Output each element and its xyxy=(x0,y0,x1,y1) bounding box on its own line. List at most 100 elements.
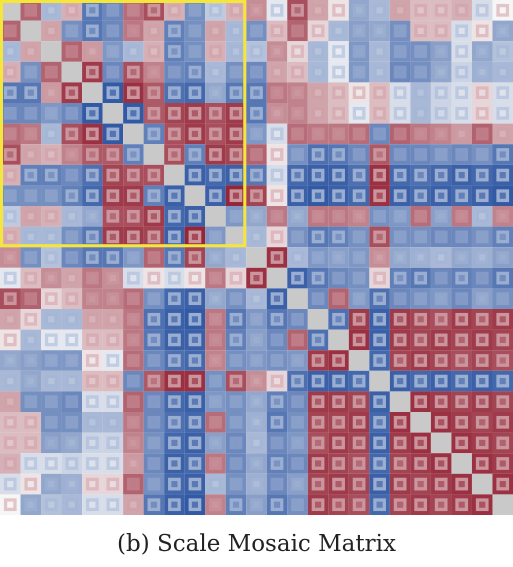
matrix-cell-core-10-14 xyxy=(294,213,301,220)
matrix-cell-core-8-20 xyxy=(417,172,424,179)
matrix-cell-core-6-23 xyxy=(479,130,486,137)
matrix-cell-core-20-1 xyxy=(27,419,34,426)
matrix-cell-core-10-16 xyxy=(335,213,342,220)
matrix-cell-core-20-8 xyxy=(171,419,178,426)
matrix-cell-core-16-11 xyxy=(232,336,240,343)
matrix-cell-core-8-6 xyxy=(130,172,137,179)
matrix-cell-core-7-13 xyxy=(273,151,281,158)
matrix-cell-core-10-12 xyxy=(253,213,260,220)
matrix-cell-core-2-23 xyxy=(479,48,486,55)
matrix-cell-core-4-19 xyxy=(397,89,404,96)
matrix-cell-core-22-19 xyxy=(397,460,404,467)
matrix-cell-core-15-22 xyxy=(458,316,465,323)
matrix-cell-core-10-8 xyxy=(171,213,178,220)
matrix-cell-core-18-11 xyxy=(232,378,240,385)
matrix-cell-core-13-18 xyxy=(376,275,383,282)
matrix-cell-core-2-0 xyxy=(7,48,14,55)
matrix-cell-core-6-3 xyxy=(68,130,75,137)
matrix-cell-core-19-3 xyxy=(68,398,75,405)
matrix-cell-core-1-6 xyxy=(130,27,137,34)
matrix-cell-core-24-22 xyxy=(458,501,465,508)
matrix-cell-core-13-23 xyxy=(479,275,486,282)
matrix-cell-core-8-4 xyxy=(89,172,96,179)
matrix-cell-core-13-20 xyxy=(417,275,424,282)
matrix-cell-core-23-21 xyxy=(438,481,445,488)
matrix-cell-core-3-18 xyxy=(376,69,383,76)
matrix-cell-core-21-2 xyxy=(48,439,55,446)
matrix-cell-core-4-7 xyxy=(150,89,157,96)
matrix-cell-core-1-21 xyxy=(438,27,445,34)
matrix-cell-core-11-3 xyxy=(68,233,75,240)
matrix-cell-core-24-14 xyxy=(294,501,301,508)
matrix-cell-core-18-0 xyxy=(7,378,14,385)
matrix-cell-core-17-13 xyxy=(273,357,281,364)
matrix-cell-core-14-22 xyxy=(458,295,465,302)
matrix-cell-core-14-3 xyxy=(68,295,75,302)
matrix-cell-core-4-21 xyxy=(438,89,445,96)
matrix-cell-core-18-9 xyxy=(191,378,199,385)
matrix-cell-core-24-18 xyxy=(376,501,383,508)
matrix-cell-core-4-17 xyxy=(356,89,363,96)
matrix-cell-core-0-15 xyxy=(314,7,322,14)
matrix-cell-core-6-10 xyxy=(212,130,219,137)
matrix-cell-core-21-8 xyxy=(171,439,178,446)
matrix-cell-core-0-3 xyxy=(68,7,75,14)
matrix-cell-core-3-17 xyxy=(356,69,363,76)
matrix-cell-core-11-12 xyxy=(253,233,260,240)
matrix-cell-core-4-13 xyxy=(273,89,281,96)
matrix-cell-core-0-17 xyxy=(356,7,363,14)
matrix-cell-core-2-15 xyxy=(314,48,322,55)
matrix-cell-core-2-3 xyxy=(68,48,75,55)
matrix-cell-core-4-1 xyxy=(27,89,34,96)
matrix-cell-core-15-6 xyxy=(130,316,137,323)
matrix-cell-core-1-9 xyxy=(191,27,199,34)
matrix-cell-core-16-8 xyxy=(171,336,178,343)
matrix-cell-core-16-7 xyxy=(150,336,157,343)
matrix-cell-core-18-15 xyxy=(314,378,322,385)
matrix-cell-core-11-21 xyxy=(438,233,445,240)
matrix-cell-core-18-22 xyxy=(458,378,465,385)
matrix-cell-core-18-24 xyxy=(499,378,506,385)
matrix-cell-core-12-10 xyxy=(212,254,219,261)
matrix-cell-core-21-7 xyxy=(150,439,157,446)
matrix-cell-core-23-1 xyxy=(27,481,34,488)
matrix-cell-core-3-12 xyxy=(253,69,260,76)
matrix-cell-8-8 xyxy=(164,164,185,186)
matrix-cell-core-22-12 xyxy=(253,460,260,467)
matrix-cell-core-14-0 xyxy=(7,295,14,302)
matrix-cell-core-21-11 xyxy=(232,439,240,446)
matrix-cell-core-9-10 xyxy=(212,192,219,199)
matrix-cell-core-12-13 xyxy=(273,254,281,261)
matrix-cell-core-6-5 xyxy=(109,130,116,137)
matrix-cell-core-24-4 xyxy=(89,501,96,508)
matrix-cell-core-5-11 xyxy=(232,110,240,117)
matrix-cell-core-19-8 xyxy=(171,398,178,405)
matrix-cell-core-4-0 xyxy=(7,89,14,96)
matrix-cell-core-0-24 xyxy=(499,7,506,14)
matrix-cell-core-6-20 xyxy=(417,130,424,137)
matrix-cell-core-13-24 xyxy=(499,275,506,282)
matrix-cell-core-21-9 xyxy=(191,439,199,446)
matrix-cell-core-5-12 xyxy=(253,110,260,117)
matrix-cell-core-21-13 xyxy=(273,439,281,446)
matrix-cell-core-22-21 xyxy=(438,460,445,467)
matrix-cell-core-19-23 xyxy=(479,398,486,405)
matrix-cell-core-1-18 xyxy=(376,27,383,34)
matrix-cell-core-18-14 xyxy=(294,378,301,385)
matrix-cell-core-11-6 xyxy=(130,233,137,240)
matrix-cell-core-10-13 xyxy=(273,213,281,220)
matrix-cell-core-23-17 xyxy=(356,481,363,488)
matrix-cell-core-13-19 xyxy=(397,275,404,282)
matrix-cell-core-20-24 xyxy=(499,419,506,426)
matrix-cell-core-12-18 xyxy=(376,254,383,261)
matrix-cell-core-16-23 xyxy=(479,336,486,343)
matrix-cell-core-9-13 xyxy=(273,192,281,199)
matrix-cell-core-22-1 xyxy=(27,460,34,467)
matrix-cell-core-9-6 xyxy=(130,192,137,199)
matrix-cell-core-4-23 xyxy=(479,89,486,96)
matrix-cell-core-4-11 xyxy=(232,89,240,96)
matrix-cell-core-13-11 xyxy=(232,275,240,282)
matrix-cell-core-13-2 xyxy=(48,275,55,282)
matrix-cell-core-10-18 xyxy=(376,213,383,220)
matrix-cell-core-24-13 xyxy=(273,501,281,508)
